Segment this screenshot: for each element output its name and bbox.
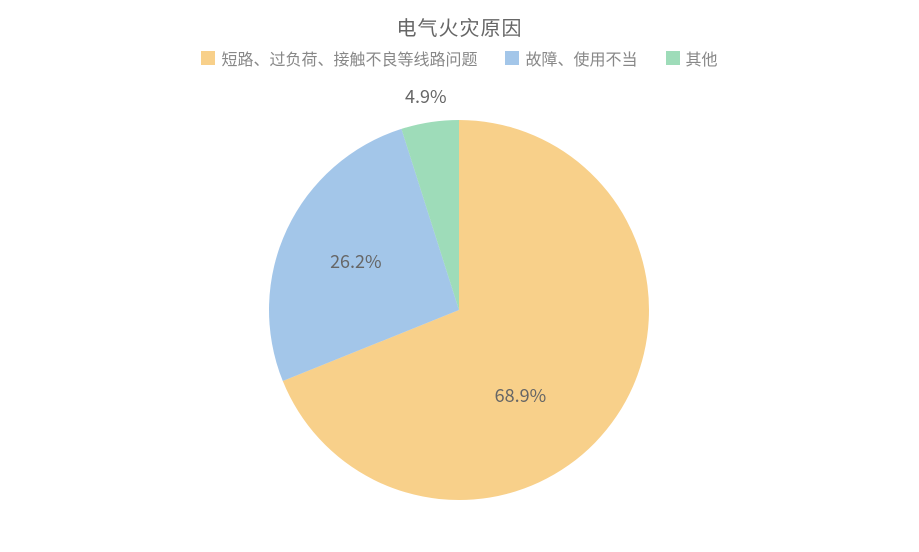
legend-swatch-2 [666, 51, 680, 65]
legend-item-2: 其他 [666, 46, 718, 70]
slice-label-0: 68.9% [495, 382, 547, 408]
pie-chart-root: 电气火灾原因 短路、过负荷、接触不良等线路问题 故障、使用不当 其他 68.9%… [0, 0, 919, 552]
legend-swatch-1 [505, 51, 519, 65]
legend-label-1: 故障、使用不当 [525, 46, 637, 70]
legend-label-2: 其他 [686, 46, 718, 70]
pie-group [269, 120, 649, 500]
chart-title: 电气火灾原因 [0, 12, 919, 41]
legend-label-0: 短路、过负荷、接触不良等线路问题 [221, 46, 477, 70]
slice-label-1: 26.2% [330, 248, 382, 274]
slice-label-2: 4.9% [405, 83, 447, 109]
pie-area: 68.9% 26.2% 4.9% [0, 80, 919, 540]
legend-item-1: 故障、使用不当 [505, 46, 637, 70]
legend-swatch-0 [201, 51, 215, 65]
pie-svg [0, 80, 919, 540]
legend-item-0: 短路、过负荷、接触不良等线路问题 [201, 46, 477, 70]
legend: 短路、过负荷、接触不良等线路问题 故障、使用不当 其他 [0, 46, 919, 70]
